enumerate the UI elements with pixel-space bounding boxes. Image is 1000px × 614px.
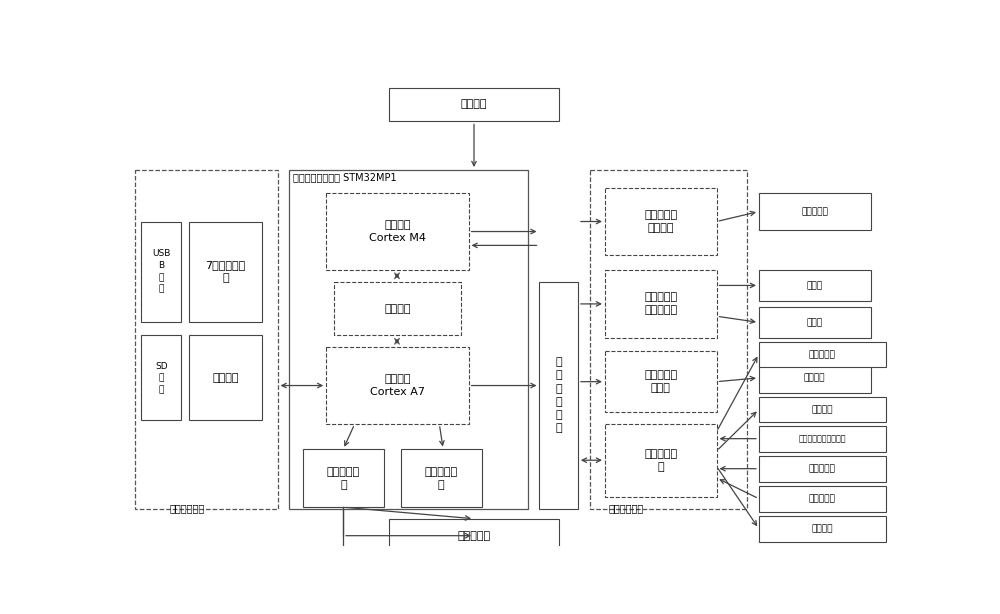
Bar (326, 347, 469, 424)
Bar (759, 307, 871, 338)
Text: 7寸触摸显示
屏: 7寸触摸显示 屏 (206, 260, 246, 283)
Text: 电磁铁: 电磁铁 (807, 281, 823, 290)
Bar (135, 170, 278, 509)
Text: 共享内存: 共享内存 (384, 303, 411, 314)
Bar (389, 519, 559, 553)
Bar (141, 335, 181, 420)
Text: 人机交互模块: 人机交互模块 (170, 503, 205, 513)
Text: 主伺服电机: 主伺服电机 (801, 207, 828, 216)
Bar (334, 282, 461, 335)
Text: 协处理器
Cortex M4: 协处理器 Cortex M4 (369, 220, 426, 243)
Text: 主处理器
Cortex A7: 主处理器 Cortex A7 (370, 374, 425, 397)
Bar (759, 486, 886, 512)
Bar (759, 341, 886, 367)
Bar (759, 193, 871, 230)
Bar (759, 426, 886, 452)
Bar (189, 222, 262, 322)
Bar (389, 88, 559, 122)
Bar (605, 270, 717, 338)
Text: USB
B
接
口: USB B 接 口 (152, 249, 171, 293)
Text: 度目电机: 度目电机 (804, 373, 825, 383)
Text: 电磁铁选针
器控制模块: 电磁铁选针 器控制模块 (644, 292, 677, 316)
Text: 机头吹风: 机头吹风 (812, 405, 833, 414)
Text: 信号传输模
块: 信号传输模 块 (644, 449, 677, 472)
Text: 薄膜按键: 薄膜按键 (212, 373, 239, 383)
Text: 电源模块: 电源模块 (461, 99, 487, 109)
Bar (759, 362, 871, 393)
Text: 挡板传感器: 挡板传感器 (809, 495, 836, 503)
Bar (605, 424, 717, 497)
Bar (759, 456, 886, 482)
Bar (189, 335, 262, 420)
Text: 数据传输模
块: 数据传输模 块 (327, 467, 360, 490)
Text: 实时控制模块: 实时控制模块 (609, 503, 644, 513)
Text: 总
线
通
信
模
块: 总 线 通 信 模 块 (555, 357, 562, 433)
Text: 本地服务器: 本地服务器 (457, 530, 491, 541)
Bar (326, 193, 469, 270)
Text: 度目参数控
制模块: 度目参数控 制模块 (644, 370, 677, 394)
Bar (759, 516, 886, 542)
Text: 断沙传感器: 断沙传感器 (809, 465, 836, 473)
Bar (539, 282, 578, 509)
Bar (303, 449, 384, 507)
Text: SD
卡
槽: SD 卡 槽 (155, 362, 168, 394)
Text: 选针器: 选针器 (807, 318, 823, 327)
Bar (401, 449, 482, 507)
Bar (759, 397, 886, 422)
Bar (141, 222, 181, 322)
Text: 剪刀吹风: 剪刀吹风 (812, 524, 833, 534)
Text: 数据存储模
块: 数据存储模 块 (425, 467, 458, 490)
Text: 异构多核微处理器 STM32MP1: 异构多核微处理器 STM32MP1 (293, 173, 397, 182)
Bar (590, 170, 747, 509)
Bar (605, 351, 717, 413)
Bar (759, 270, 871, 301)
Bar (289, 170, 528, 509)
Bar (605, 188, 717, 255)
Text: 机头零位、限位传感器: 机头零位、限位传感器 (799, 435, 846, 443)
Text: 报警信号灯: 报警信号灯 (809, 350, 836, 359)
Text: 主伺服机头
控制模块: 主伺服机头 控制模块 (644, 210, 677, 233)
